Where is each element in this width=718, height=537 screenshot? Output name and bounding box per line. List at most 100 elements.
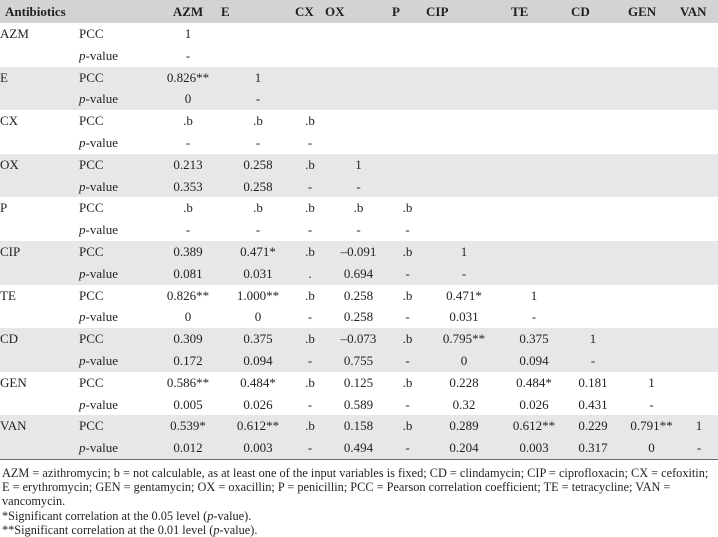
- table-row-pvalue: p-value - - - - -: [0, 219, 718, 241]
- table-cell: -: [405, 309, 410, 325]
- table-cell: –0.073: [340, 331, 377, 347]
- stat-label-p: p: [79, 134, 86, 150]
- table-cell: -: [649, 396, 654, 412]
- table-cell: [563, 67, 623, 89]
- table-cell: [392, 110, 423, 132]
- stat-label-p: p: [79, 440, 86, 456]
- table-cell: 0.589: [343, 396, 374, 412]
- table-cell: .b: [353, 200, 364, 216]
- table-cell: 0.003: [505, 437, 563, 460]
- table-cell: [680, 241, 718, 263]
- table-cell: [623, 263, 680, 285]
- table-cell: [680, 197, 718, 219]
- table-cell: .b: [305, 374, 315, 390]
- table-cell: 0: [184, 309, 192, 325]
- stat-label-value-suffix: -value: [85, 134, 118, 150]
- table-cell: [563, 241, 623, 263]
- table-cell: .b: [402, 287, 413, 303]
- table-cell: [563, 197, 623, 219]
- table-cell: [325, 23, 392, 45]
- table-row-pcc: GEN PCC 0.586** 0.484* .b 0.125 .b 0.228 0.484* 0…: [0, 372, 718, 394]
- table-cell: [505, 67, 563, 89]
- row-antibiotic-name-empty: [0, 88, 79, 110]
- table-cell: [623, 328, 680, 350]
- table-cell: -: [356, 222, 361, 238]
- table-cell: [680, 219, 718, 241]
- table-cell: [325, 110, 392, 132]
- row-antibiotic-name: VAN: [0, 418, 27, 434]
- table-cell: 0.612**: [236, 418, 280, 434]
- row-antibiotic-name: OX: [0, 156, 19, 172]
- table-cell: [680, 176, 718, 198]
- table-cell: .b: [305, 418, 315, 434]
- table-cell: -: [307, 178, 313, 194]
- table-cell: [563, 219, 623, 241]
- table-cell: 0.612**: [512, 418, 556, 434]
- table-row-pvalue: p-value 0.005 0.026 - 0.589 - 0.32 0.026 0.431 -: [0, 394, 718, 416]
- table-cell: [505, 176, 563, 198]
- table-cell: 0.431: [578, 396, 608, 412]
- table-cell: 0.375: [243, 331, 273, 347]
- stat-label-p: p: [79, 265, 86, 281]
- table-cell: 0: [623, 437, 680, 460]
- table-cell: -: [295, 437, 325, 460]
- table-cell: 1: [530, 287, 538, 303]
- table-cell: [623, 154, 680, 176]
- footnote-sig-001: **Significant correlation at the 0.01 le…: [2, 522, 258, 537]
- table-row-pcc: E PCC 0.826** 1: [0, 66, 718, 89]
- table-cell: [423, 219, 505, 241]
- table-cell: [563, 23, 623, 45]
- table-cell: -: [680, 437, 718, 460]
- stat-label-p: p: [79, 352, 86, 368]
- table-cell: .b: [183, 113, 193, 129]
- table-cell: [392, 132, 423, 154]
- table-cell: 0.026: [243, 396, 273, 412]
- stat-label-pcc: PCC: [79, 69, 104, 85]
- table-cell: [505, 263, 563, 285]
- table-cell: -: [461, 265, 467, 281]
- table-cell: 0.309: [173, 331, 203, 347]
- row-antibiotic-name: P: [0, 200, 8, 216]
- table-cell: [563, 88, 623, 110]
- table-cell: 0.012: [155, 437, 221, 460]
- stat-label-pcc: PCC: [79, 243, 104, 259]
- table-cell: [680, 110, 718, 132]
- table-cell: [392, 88, 423, 110]
- table-cell: 0.795**: [442, 331, 486, 347]
- table-cell: [680, 394, 718, 416]
- table-cell: 1.000**: [236, 287, 280, 303]
- table-cell: [680, 67, 718, 89]
- table-cell: [680, 154, 718, 176]
- header-row: Antibiotics AZM E CX OX P CIP TE CD GEN …: [0, 0, 718, 23]
- row-antibiotic-name: TE: [0, 287, 16, 303]
- row-antibiotic-name-empty: [0, 263, 79, 285]
- row-antibiotic-name-empty: [0, 132, 79, 154]
- table-cell: .b: [253, 200, 263, 216]
- row-antibiotic-name-empty: [0, 176, 79, 198]
- table-cell: [563, 306, 623, 328]
- table-row-pvalue: p-value 0 -: [0, 88, 718, 111]
- table-cell: [325, 132, 392, 154]
- table-cell: [623, 176, 680, 198]
- stat-label-pcc: PCC: [79, 113, 104, 129]
- table-cell: [505, 219, 563, 241]
- stat-label-pvalue: p-value: [79, 437, 155, 460]
- table-cell: 0.229: [578, 418, 608, 434]
- stat-label-pvalue: p-value: [79, 394, 155, 416]
- table-cell: 0.32: [452, 396, 476, 412]
- table-cell: -: [307, 222, 313, 238]
- table-cell: [623, 67, 680, 89]
- row-antibiotic-name: CIP: [0, 243, 21, 259]
- row-antibiotic-name: CD: [0, 331, 19, 347]
- row-antibiotic-name-empty: [0, 350, 79, 372]
- table-cell: [680, 306, 718, 328]
- table-row-pcc: VAN PCC 0.539* 0.612** .b 0.158 .b 0.289 0.612**…: [0, 415, 718, 438]
- table-cell: [623, 132, 680, 154]
- stat-label-p: p: [79, 222, 86, 238]
- table-cell: [680, 350, 718, 372]
- row-antibiotic-name: AZM: [0, 26, 29, 41]
- table-cell: [295, 45, 325, 67]
- table-cell: [563, 45, 623, 67]
- table-cell: 1: [648, 374, 655, 390]
